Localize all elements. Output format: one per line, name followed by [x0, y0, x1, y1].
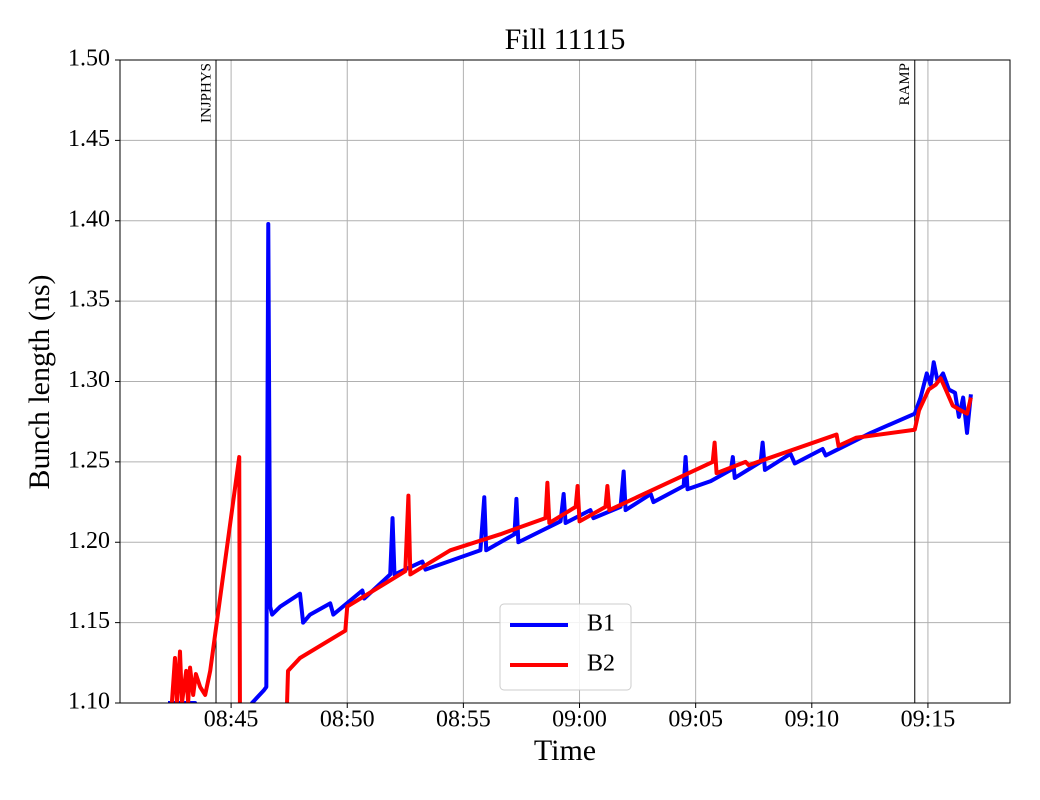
legend-label: B1 [587, 611, 615, 637]
chart-title: Fill 11115 [505, 23, 626, 56]
y-tick-label: 1.35 [68, 287, 110, 313]
x-tick-label: 08:45 [204, 707, 259, 733]
x-tick-label: 09:10 [784, 707, 839, 733]
series-line [169, 376, 973, 703]
x-tick-label: 08:55 [436, 707, 491, 733]
y-tick-label: 1.10 [68, 689, 110, 715]
marker-label: RAMP [897, 63, 913, 106]
y-axis-label: Bunch length (ns) [23, 275, 56, 490]
x-tick-label: 09:05 [668, 707, 723, 733]
y-tick-label: 1.40 [68, 206, 110, 232]
series-line [168, 221, 973, 703]
y-tick-label: 1.20 [68, 528, 110, 554]
x-axis-label: Time [534, 734, 596, 767]
legend-label: B2 [587, 651, 615, 677]
x-tick-label: 08:50 [320, 707, 375, 733]
y-tick-label: 1.30 [68, 367, 110, 393]
y-tick-label: 1.45 [68, 126, 110, 152]
legend: B1 B2 [499, 603, 632, 691]
x-tick-label: 09:15 [901, 707, 956, 733]
x-tick-label: 09:00 [552, 707, 607, 733]
marker-label: INJPHYS [198, 63, 214, 123]
ticks: 1.10 1.15 1.20 1.25 1.30 1.35 1.40 1.45 1.50 08:4… [68, 46, 955, 733]
plot-area [168, 60, 973, 703]
y-tick-label: 1.50 [68, 46, 110, 72]
y-tick-label: 1.25 [68, 447, 110, 473]
y-tick-label: 1.15 [68, 608, 110, 634]
